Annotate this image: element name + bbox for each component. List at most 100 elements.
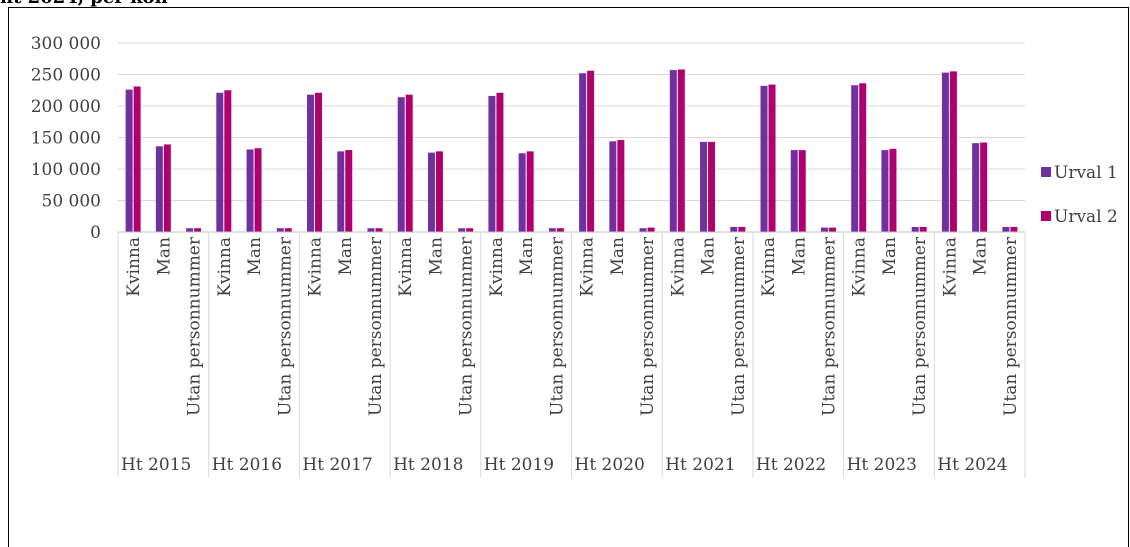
bar	[518, 153, 526, 232]
x-tick-label: Utan personnummer	[638, 236, 658, 416]
x-tick-label: Kvinna	[124, 237, 144, 297]
group-label: Ht 2021	[665, 455, 735, 475]
bar	[133, 86, 141, 232]
x-tick-label: Man	[245, 237, 265, 276]
x-tick-label: Kvinna	[487, 237, 507, 297]
group-label: Ht 2022	[756, 455, 826, 475]
x-axis: Kvinna Man Utan personnummer Kvinna Man Utan …	[117, 231, 1026, 478]
bar	[186, 228, 194, 232]
bar	[708, 141, 716, 232]
bar	[669, 70, 677, 232]
x-tick-label: Kvinna	[306, 237, 326, 297]
x-tick-label: Kvinna	[668, 237, 688, 297]
x-tick-label: Utan personnummer	[1001, 236, 1021, 416]
bar	[828, 227, 836, 232]
bar	[587, 70, 595, 232]
bar	[496, 92, 504, 233]
legend-label: Urval 2	[1054, 207, 1118, 227]
x-tick-label: Utan personnummer	[185, 236, 205, 416]
y-tick-label: 250 000	[31, 66, 101, 86]
x-tick-label: Utan personnummer	[547, 236, 567, 416]
bar	[224, 90, 232, 232]
bar	[458, 228, 466, 232]
bar	[315, 92, 323, 233]
bar	[820, 227, 828, 232]
chart-frame	[8, 7, 1129, 547]
bar	[911, 226, 919, 232]
bar	[284, 228, 292, 232]
legend-label: Urval 1	[1054, 163, 1118, 183]
bar	[609, 141, 617, 232]
group-label: Ht 2019	[484, 455, 554, 475]
group-label: Ht 2017	[302, 455, 372, 475]
gridlines	[118, 42, 1025, 201]
bar	[397, 97, 405, 233]
x-tick-label: Man	[789, 237, 809, 276]
bar	[859, 83, 867, 232]
x-tick-label: Kvinna	[396, 237, 416, 297]
bar	[163, 144, 171, 232]
x-tick-label: Utan personnummer	[729, 236, 749, 416]
y-tick-label: 50 000	[42, 192, 101, 212]
bar	[647, 227, 655, 232]
x-tick-label: Man	[699, 237, 719, 276]
bar	[617, 140, 625, 232]
bar	[488, 95, 496, 232]
bar	[155, 146, 163, 232]
legend-swatch	[1041, 211, 1051, 221]
x-tick-label: Kvinna	[850, 237, 870, 297]
y-axis: 0 50 000 100 000 150 000 200 000 250 000 300 0…	[31, 34, 101, 243]
bar	[337, 151, 345, 232]
y-tick-label: 100 000	[31, 160, 101, 180]
bar	[851, 85, 859, 233]
x-tick-label: Man	[336, 237, 356, 276]
bar	[980, 142, 988, 232]
bars	[125, 69, 1018, 233]
legend: Urval 1 Urval 2	[1041, 163, 1118, 227]
chart-title: ht 2024, per kön	[0, 0, 1130, 9]
bar	[919, 226, 927, 232]
x-tick-label: Kvinna	[578, 237, 598, 297]
bar	[194, 228, 202, 232]
bar	[941, 72, 949, 232]
x-tick-label: Utan personnummer	[910, 236, 930, 416]
bar	[556, 228, 564, 232]
bar	[276, 228, 284, 232]
bar	[677, 69, 685, 233]
bar	[307, 94, 315, 232]
legend-swatch	[1041, 167, 1051, 177]
bar	[881, 150, 889, 232]
bar	[125, 89, 133, 233]
bar	[526, 151, 534, 232]
x-tick-label: Kvinna	[940, 237, 960, 297]
group-label: Ht 2020	[575, 455, 645, 475]
bar	[790, 150, 798, 232]
x-tick-label: Kvinna	[215, 237, 235, 297]
x-tick-label: Man	[426, 237, 446, 276]
bar	[375, 228, 383, 232]
bar	[466, 228, 474, 232]
bar	[639, 228, 647, 232]
bar	[768, 84, 776, 232]
x-tick-label: Utan personnummer	[457, 236, 477, 416]
bar	[367, 228, 375, 232]
group-label: Ht 2015	[121, 455, 191, 475]
x-tick-label: Utan personnummer	[366, 236, 386, 416]
bar	[405, 94, 413, 232]
bar	[579, 73, 587, 233]
x-tick-label: Man	[971, 237, 991, 276]
bar	[216, 92, 224, 233]
bar	[798, 150, 806, 232]
bar	[435, 151, 443, 232]
x-tick-label: Utan personnummer	[275, 236, 295, 416]
bar	[700, 141, 708, 232]
x-tick-label: Man	[608, 237, 628, 276]
group-label: Ht 2023	[847, 455, 917, 475]
bar	[246, 149, 254, 232]
x-tick-label: Man	[880, 237, 900, 276]
group-label: Ht 2018	[393, 455, 463, 475]
bar	[548, 228, 556, 232]
bar	[889, 148, 897, 232]
x-tick-label: Utan personnummer	[819, 236, 839, 416]
